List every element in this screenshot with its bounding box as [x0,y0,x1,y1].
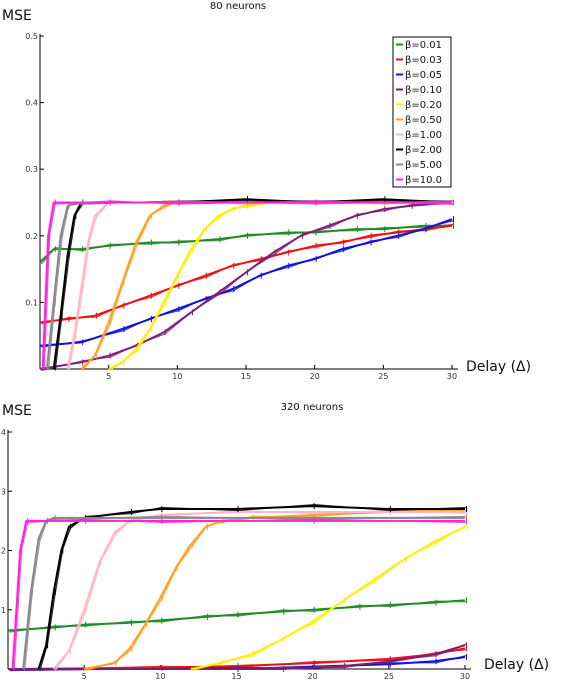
series-line-measured [43,200,454,371]
y-tick-label: 0.2 [25,232,38,241]
legend-entry: β=0.03 [405,55,442,66]
y-axis-label: MSE [2,8,32,24]
series-line-measured [41,223,454,325]
series-line-measured [13,518,467,671]
y-axis-label: MSE [2,403,32,419]
x-tick-label: 10 [155,672,165,681]
series-line-measured [192,524,467,672]
series-line-measured [41,223,454,265]
series-line [190,525,466,670]
series-line-measured [68,200,454,371]
series-line [37,505,465,670]
series-line [84,508,466,670]
legend-entry: β=2.00 [405,145,442,156]
y-tick-label: 0.2 [0,547,6,556]
x-tick-label: 5 [106,372,111,381]
x-tick-label: 15 [231,672,241,681]
chart-title: 80 neurons [210,1,266,12]
y-tick-label: 0.3 [0,487,6,496]
y-tick-label: 0.1 [0,606,6,615]
x-tick-label: 30 [460,672,470,681]
series-line-measured [39,503,467,671]
x-tick-label: 30 [447,372,457,381]
legend-entry: β=0.05 [405,70,442,81]
series-line-measured [54,509,467,671]
series-line-measured [109,200,454,371]
series-line-measured [24,515,467,671]
x-tick-label: 20 [310,372,320,381]
x-tick-label: 20 [308,672,318,681]
series-line [39,224,453,324]
legend-entry: β=0.50 [405,115,442,126]
series-line-measured [9,643,467,672]
legend-entry: β=5.00 [405,160,442,171]
y-tick-label: 0.5 [25,32,38,41]
x-tick-label: 5 [82,672,87,681]
y-tick-label: 0.3 [25,165,38,174]
x-axis-label: Delay (Δ) [484,657,549,673]
series-line [11,519,465,670]
series-line-measured [41,220,454,348]
legend-entry: β=0.10 [405,85,442,96]
series-line-measured [85,509,467,672]
y-tick-label: 0.4 [25,99,38,108]
series-line [7,599,466,632]
series-line [41,201,452,370]
x-tick-label: 10 [172,372,182,381]
chart-title: 320 neurons [281,402,344,413]
legend-entry: β=10.0 [405,175,442,186]
legend-entry: β=0.01 [405,40,442,51]
series-line [39,224,452,264]
series-line [52,198,453,370]
series-line-measured [54,200,454,371]
x-tick-label: 25 [384,672,394,681]
legend-box [392,36,452,188]
series-line-measured [47,200,454,371]
legend-entry: β=1.00 [405,130,442,141]
legend-entry: β=0.20 [405,100,442,111]
x-tick-label: 15 [241,372,251,381]
x-axis-label: Delay (Δ) [466,359,531,375]
y-tick-label: 0.1 [25,298,38,307]
y-tick-label: 0.4 [0,428,6,437]
x-tick-label: 25 [378,372,388,381]
